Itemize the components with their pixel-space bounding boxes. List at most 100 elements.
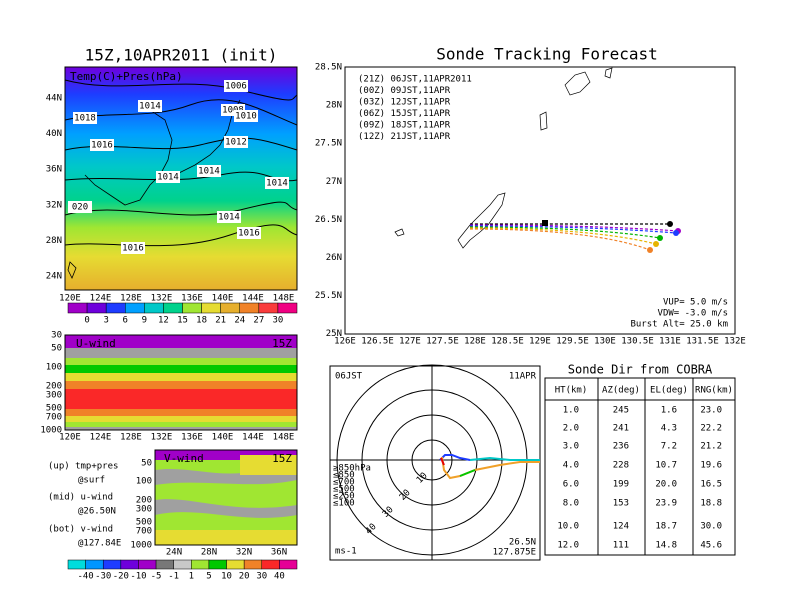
isobar-label-bg xyxy=(265,177,289,189)
v-wind-title: V-wind xyxy=(164,452,204,465)
table-cell: 236 xyxy=(613,442,629,452)
colorbar-label: -10 xyxy=(130,572,146,582)
lat-label: 28N xyxy=(201,548,217,558)
table-cell: 7.2 xyxy=(661,442,677,452)
lon-label: 124E xyxy=(90,294,112,304)
ring-label: 30 xyxy=(381,505,396,520)
legend-entry: (06Z) 15JST,11APR xyxy=(358,109,451,119)
trajectories xyxy=(469,220,681,253)
colorbar-label: 30 xyxy=(272,316,283,326)
lon-label: 130.5E xyxy=(621,337,654,347)
table-header: AZ(deg) xyxy=(602,386,640,396)
isobar-label: 1014 xyxy=(157,173,179,183)
table-title: Sonde Dir from COBRA xyxy=(568,363,713,377)
table-cell: 111 xyxy=(613,541,629,551)
colorbar-label: 18 xyxy=(196,316,207,326)
lat-label: 32N xyxy=(236,548,252,558)
lon-label: 129E xyxy=(529,337,551,347)
colorbar-box xyxy=(155,559,174,570)
colorbar-label: 12 xyxy=(158,316,169,326)
colorbar-box xyxy=(201,302,221,314)
note: (mid) u-wind xyxy=(48,493,113,503)
ring-label: 20 xyxy=(398,488,413,503)
landing-point xyxy=(673,230,679,236)
map-frame xyxy=(64,66,298,291)
colorbar-label: 9 xyxy=(142,316,147,326)
colorbar-box xyxy=(220,302,241,314)
table-cell: 16.5 xyxy=(700,480,722,490)
table-cell: 3.0 xyxy=(563,442,579,452)
table-cell: 1.0 xyxy=(563,406,579,416)
lon-label: 131.5E xyxy=(686,337,719,347)
isobar-label-bg xyxy=(138,100,162,112)
colorbar-box xyxy=(67,302,88,314)
isobar-label-bg xyxy=(156,171,180,183)
table-cell: 45.6 xyxy=(700,541,722,551)
lon-label: 120E xyxy=(59,294,81,304)
lat-label: 32N xyxy=(46,200,62,210)
pressure-label: 200 xyxy=(136,496,152,506)
v-wind-time: 15Z xyxy=(272,452,292,465)
pressure-label: 100 xyxy=(136,477,152,487)
pressure-label: 300 xyxy=(46,391,62,401)
lon-label: 140E xyxy=(212,294,234,304)
colorbar-box xyxy=(182,302,202,314)
trajectory xyxy=(469,226,661,239)
lon-label: 144E xyxy=(242,294,264,304)
colorbar-box xyxy=(125,302,145,314)
table-cell: 21.2 xyxy=(700,442,722,452)
lat-label: 27N xyxy=(326,177,342,187)
isobar-label-bg xyxy=(234,110,258,122)
lon-label: 126E xyxy=(334,337,356,347)
landing-point xyxy=(653,241,659,247)
lat-label: 24N xyxy=(46,272,62,282)
level-label: ≥850hPa xyxy=(333,464,371,474)
ring-label: 40 xyxy=(364,522,379,537)
polar-date: 11APR xyxy=(509,372,537,382)
note: @surf xyxy=(78,476,105,486)
lon-label: 140E xyxy=(212,433,234,443)
lat-label: 44N xyxy=(46,94,62,104)
polar-unit: ms-1 xyxy=(335,547,357,557)
level-label: ≤100 xyxy=(333,499,355,509)
lon-label: 129.5E xyxy=(556,337,589,347)
colorbar-label: -1 xyxy=(168,572,179,582)
landing-point xyxy=(647,247,653,253)
table-cell: 18.8 xyxy=(700,499,722,509)
pressure-label: 300 xyxy=(136,505,152,515)
table-cell: 6.0 xyxy=(563,480,579,490)
pressure-label: 30 xyxy=(51,331,62,341)
pressure-label: 500 xyxy=(136,518,152,528)
legend-entry: (03Z) 12JST,11APR xyxy=(358,98,451,108)
isobar-label: 1014 xyxy=(198,167,220,177)
lon-label: 148E xyxy=(273,294,295,304)
level-label: ≤850 xyxy=(333,471,355,481)
legend-entry: (12Z) 21JST,11APR xyxy=(358,132,451,142)
colorbar-box xyxy=(120,559,139,570)
colorbar-box xyxy=(102,559,122,570)
isobar-label: 1010 xyxy=(235,112,257,122)
colorbar-box xyxy=(138,559,157,570)
param-label: VUP= 5.0 m/s xyxy=(663,298,728,308)
lat-label: 36N xyxy=(46,165,62,175)
colorbar-box xyxy=(67,559,86,570)
lon-label: 128.5E xyxy=(491,337,524,347)
lat-label: 40N xyxy=(46,129,62,139)
colorbar-box xyxy=(243,559,263,570)
lon-label: 128E xyxy=(464,337,486,347)
panel-title: 15Z,10APR2011 (init) xyxy=(85,46,278,65)
note: (up) tmp+pres xyxy=(48,462,118,472)
lat-label: 24N xyxy=(166,548,182,558)
lon-label: 120E xyxy=(59,433,81,443)
lon-label: 127.5E xyxy=(426,337,459,347)
colorbar-label: 24 xyxy=(234,316,245,326)
isobar-label-bg xyxy=(197,165,221,177)
pressure-label: 200 xyxy=(46,382,62,392)
table-cell: 4.0 xyxy=(563,461,579,471)
colorbar-box xyxy=(208,559,227,570)
trajectory xyxy=(469,228,651,251)
colorbar-label: -20 xyxy=(113,572,129,582)
pressure-label: 1000 xyxy=(130,541,152,551)
colorbar-label: 30 xyxy=(256,572,267,582)
isobar-label: 1014 xyxy=(139,102,161,112)
